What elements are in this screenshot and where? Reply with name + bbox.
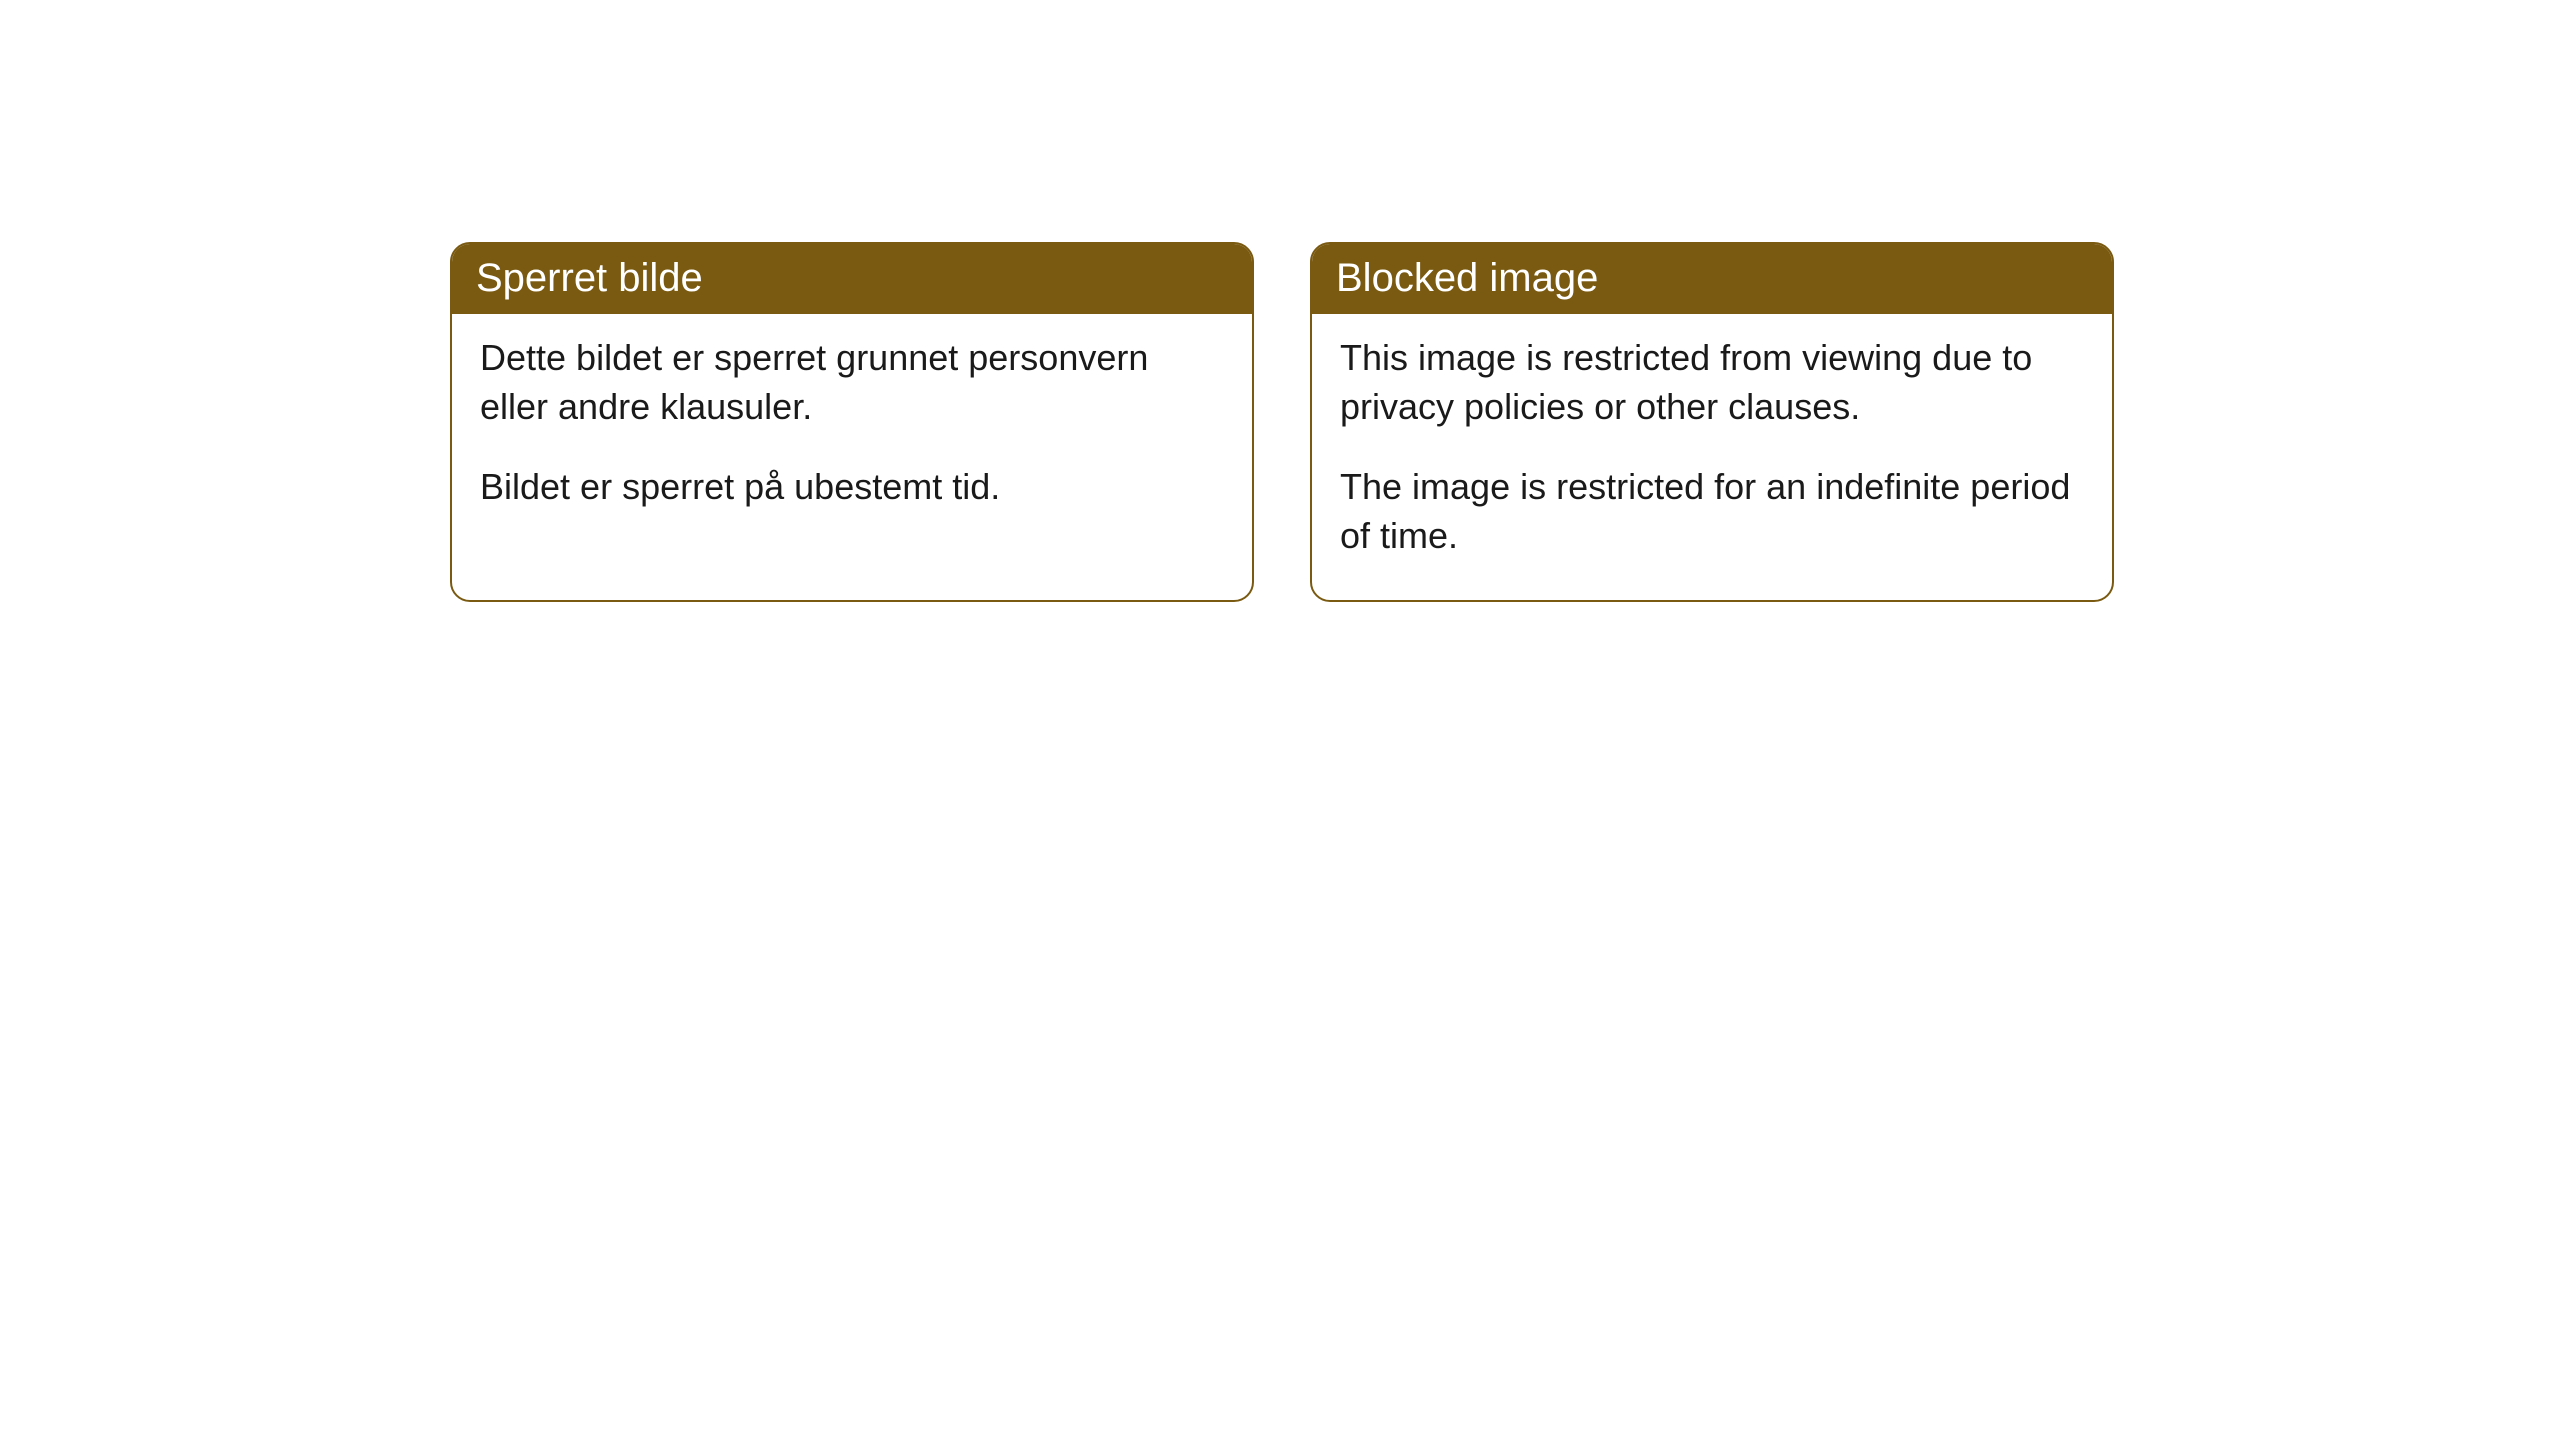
card-paragraph: Bildet er sperret på ubestemt tid.	[480, 463, 1224, 512]
card-paragraph: The image is restricted for an indefinit…	[1340, 463, 2084, 560]
card-body: This image is restricted from viewing du…	[1312, 314, 2112, 600]
card-paragraph: This image is restricted from viewing du…	[1340, 334, 2084, 431]
card-title: Sperret bilde	[452, 244, 1252, 314]
notice-cards-container: Sperret bilde Dette bildet er sperret gr…	[450, 242, 2114, 602]
card-paragraph: Dette bildet er sperret grunnet personve…	[480, 334, 1224, 431]
card-title: Blocked image	[1312, 244, 2112, 314]
blocked-image-card-english: Blocked image This image is restricted f…	[1310, 242, 2114, 602]
card-body: Dette bildet er sperret grunnet personve…	[452, 314, 1252, 552]
blocked-image-card-norwegian: Sperret bilde Dette bildet er sperret gr…	[450, 242, 1254, 602]
